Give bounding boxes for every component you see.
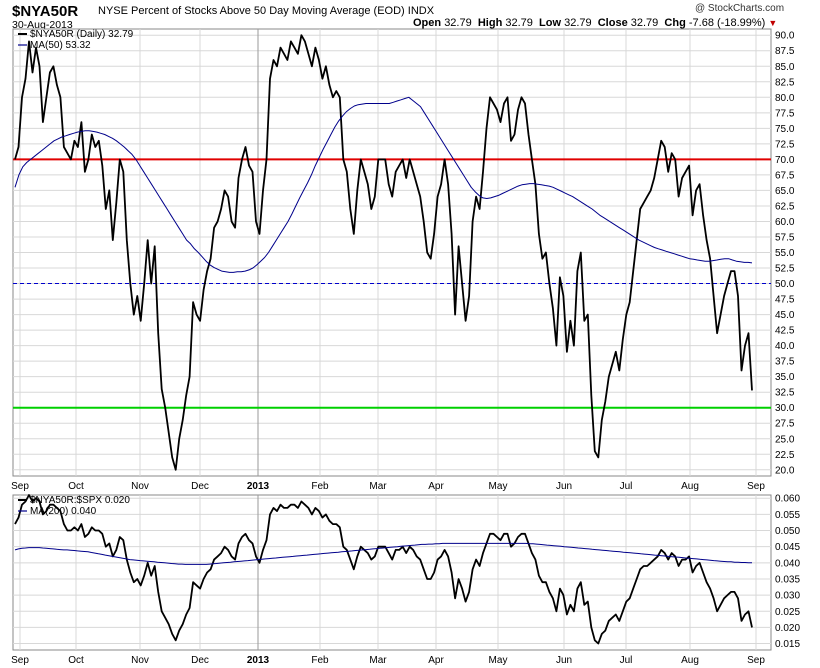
- x-tick-label: Jun: [556, 481, 572, 492]
- exchange-label: INDX: [407, 5, 435, 17]
- chg-label: Chg: [664, 17, 686, 29]
- series-line-main: [14, 34, 753, 471]
- y-tick-label: 80.0: [775, 93, 795, 104]
- x-tick-label: Dec: [191, 481, 209, 492]
- y-tick-label: 0.045: [775, 542, 800, 553]
- y-tick-label: 55.0: [775, 248, 795, 259]
- x-tick-label: Oct: [68, 655, 84, 666]
- y-tick-label: 0.015: [775, 639, 800, 650]
- x-tick-label: Sep: [11, 481, 29, 492]
- close-label: Close: [597, 17, 628, 29]
- x-tick-label: Aug: [681, 481, 699, 492]
- y-tick-label: 75.0: [775, 124, 795, 135]
- y-tick-label: 72.5: [775, 139, 795, 150]
- y-tick-label: 82.5: [775, 77, 795, 88]
- y-tick-label: 50.0: [775, 279, 795, 290]
- x-tick-label: Apr: [428, 655, 444, 666]
- ohlc-bar: Open 32.79 High 32.79 Low 32.79 Close 32…: [413, 17, 777, 29]
- y-tick-label: 0.055: [775, 510, 800, 521]
- chart-ticker: $NYA50R: [12, 3, 79, 20]
- x-tick-label: Mar: [369, 481, 387, 492]
- x-tick-label: Jul: [620, 655, 633, 666]
- chart-description: NYSE Percent of Stocks Above 50 Day Movi…: [98, 5, 434, 17]
- close-value: 32.79: [630, 17, 659, 29]
- y-tick-label: 60.0: [775, 217, 795, 228]
- y-tick-label: 35.0: [775, 372, 795, 383]
- x-tick-label: Jun: [556, 655, 572, 666]
- x-tick-label: 2013: [247, 481, 270, 492]
- y-tick-label: 30.0: [775, 403, 795, 414]
- x-tick-label: Feb: [311, 655, 329, 666]
- top-panel: 20.0 22.5 25.0 27.5 30.0 32.5 35.0 37.5 40.0 42.5…: [11, 28, 795, 492]
- y-tick-label: 70.0: [775, 155, 795, 166]
- y-tick-label: 52.5: [775, 264, 795, 275]
- chart-date: 30-Aug-2013: [12, 19, 73, 31]
- y-tick-label: 45.0: [775, 310, 795, 321]
- x-tick-label: Dec: [191, 655, 209, 666]
- y-tick-label: 47.5: [775, 295, 795, 306]
- y-tick-label: 25.0: [775, 434, 795, 445]
- legend-label: $NYA50R:$SPX 0.020: [30, 495, 130, 506]
- y-tick-label: 37.5: [775, 357, 795, 368]
- plot-frame: [12, 494, 772, 651]
- x-tick-label: Feb: [311, 481, 329, 492]
- y-tick-label: 32.5: [775, 388, 795, 399]
- y-tick-label: 67.5: [775, 170, 795, 181]
- x-tick-label: Aug: [681, 655, 699, 666]
- open-label: Open: [413, 17, 442, 29]
- y-tick-label: 0.040: [775, 558, 800, 569]
- y-tick-label: 27.5: [775, 419, 795, 430]
- x-tick-label: May: [489, 655, 508, 666]
- legend-label: MA(50) 53.32: [30, 40, 91, 51]
- y-tick-label: 0.050: [775, 526, 800, 537]
- legend-label: $NYA50R (Daily) 32.79: [30, 29, 134, 40]
- low-value: 32.79: [564, 17, 592, 29]
- x-tick-label: Sep: [11, 655, 29, 666]
- chg-value: -7.68 (-18.99%): [688, 17, 766, 29]
- y-tick-label: 42.5: [775, 326, 795, 337]
- x-tick-label: Jul: [620, 481, 633, 492]
- x-tick-label: Oct: [68, 481, 84, 492]
- bottom-panel: 0.015 0.020 0.025 0.030 0.035 0.040 0.045 0.050…: [11, 494, 800, 666]
- series-line-main: [14, 494, 753, 645]
- x-tick-label: May: [489, 481, 508, 492]
- y-tick-label: 20.0: [775, 465, 795, 476]
- y-tick-label: 65.0: [775, 186, 795, 197]
- x-tick-label: Sep: [747, 655, 765, 666]
- y-tick-label: 22.5: [775, 450, 795, 461]
- high-value: 32.79: [505, 17, 533, 29]
- chg-down-icon: ▼: [768, 18, 778, 28]
- y-tick-label: 77.5: [775, 108, 795, 119]
- y-tick-label: 87.5: [775, 46, 795, 57]
- y-tick-label: 90.0: [775, 31, 795, 42]
- y-tick-label: 0.035: [775, 574, 800, 585]
- y-tick-label: 40.0: [775, 341, 795, 352]
- y-tick-label: 0.060: [775, 494, 800, 505]
- series-line-ma: [14, 96, 753, 273]
- y-tick-label: 0.020: [775, 623, 800, 634]
- series-line-ma: [14, 542, 752, 565]
- x-tick-label: Nov: [131, 481, 149, 492]
- low-label: Low: [539, 17, 562, 29]
- credit-text: @ StockCharts.com: [695, 3, 785, 14]
- legend-label: MA(200) 0.040: [30, 506, 97, 517]
- high-label: High: [477, 17, 503, 29]
- y-tick-label: 85.0: [775, 62, 795, 73]
- x-tick-label: 2013: [247, 655, 270, 666]
- y-tick-label: 57.5: [775, 232, 795, 243]
- description-text: NYSE Percent of Stocks Above 50 Day Movi…: [98, 5, 405, 17]
- x-tick-label: Sep: [747, 481, 765, 492]
- x-tick-label: Mar: [369, 655, 387, 666]
- open-value: 32.79: [444, 17, 472, 29]
- x-tick-label: Apr: [428, 481, 444, 492]
- y-tick-label: 0.030: [775, 591, 800, 602]
- y-tick-label: 0.025: [775, 607, 800, 618]
- x-tick-label: Nov: [131, 655, 149, 666]
- y-tick-label: 62.5: [775, 201, 795, 212]
